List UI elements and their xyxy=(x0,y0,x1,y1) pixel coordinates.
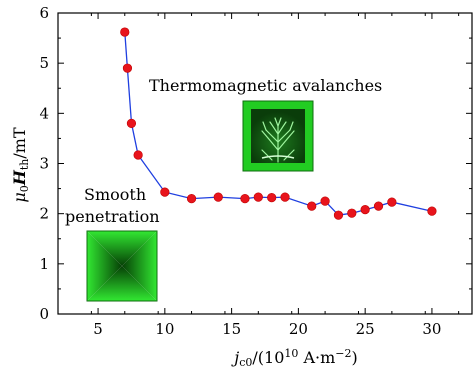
data-point xyxy=(126,118,137,128)
x-tick-label: 15 xyxy=(222,320,241,338)
data-point xyxy=(333,210,344,220)
data-point xyxy=(427,206,437,216)
data-point xyxy=(133,150,143,160)
series-markers xyxy=(120,27,437,220)
data-point xyxy=(160,187,170,197)
data-point xyxy=(280,192,290,202)
y-tick-label: 1 xyxy=(39,255,49,273)
smooth-annotation-line1: Smooth xyxy=(84,185,146,204)
smooth-penetration-inset xyxy=(86,230,158,302)
axis-tick-labels: 5 10 15 20 25 30 0 1 2 3 4 5 6 xyxy=(39,4,441,338)
x-tick-label: 30 xyxy=(422,320,441,338)
y-tick-label: 2 xyxy=(39,205,49,223)
data-point xyxy=(373,201,384,211)
smooth-annotation-line2: penetration xyxy=(65,207,160,226)
y-tick-label: 5 xyxy=(39,54,49,72)
data-point xyxy=(186,194,197,204)
data-point xyxy=(320,196,330,206)
data-point xyxy=(253,192,263,202)
data-point xyxy=(122,63,133,73)
axis-ticks xyxy=(57,12,472,315)
data-point xyxy=(347,208,357,218)
data-point xyxy=(267,193,277,203)
x-tick-label: 25 xyxy=(356,320,375,338)
data-point xyxy=(387,197,397,207)
y-tick-label: 3 xyxy=(39,155,49,173)
y-axis-title: μ0Hth/mT xyxy=(10,127,31,203)
data-point xyxy=(240,194,250,204)
avalanche-annotation: Thermomagnetic avalanches xyxy=(149,76,382,95)
x-axis-title: jc0/(1010 A·m−2) xyxy=(231,347,358,369)
y-tick-label: 0 xyxy=(39,305,49,323)
data-point xyxy=(213,192,223,202)
data-point xyxy=(307,201,317,211)
x-tick-label: 20 xyxy=(289,320,308,338)
data-point xyxy=(120,27,130,37)
y-tick-label: 4 xyxy=(39,104,49,122)
thermomagnetic-avalanche-inset xyxy=(242,100,314,172)
x-tick-label: 5 xyxy=(93,320,103,338)
data-point xyxy=(360,205,370,215)
y-tick-label: 6 xyxy=(39,4,49,22)
x-tick-label: 10 xyxy=(155,320,174,338)
